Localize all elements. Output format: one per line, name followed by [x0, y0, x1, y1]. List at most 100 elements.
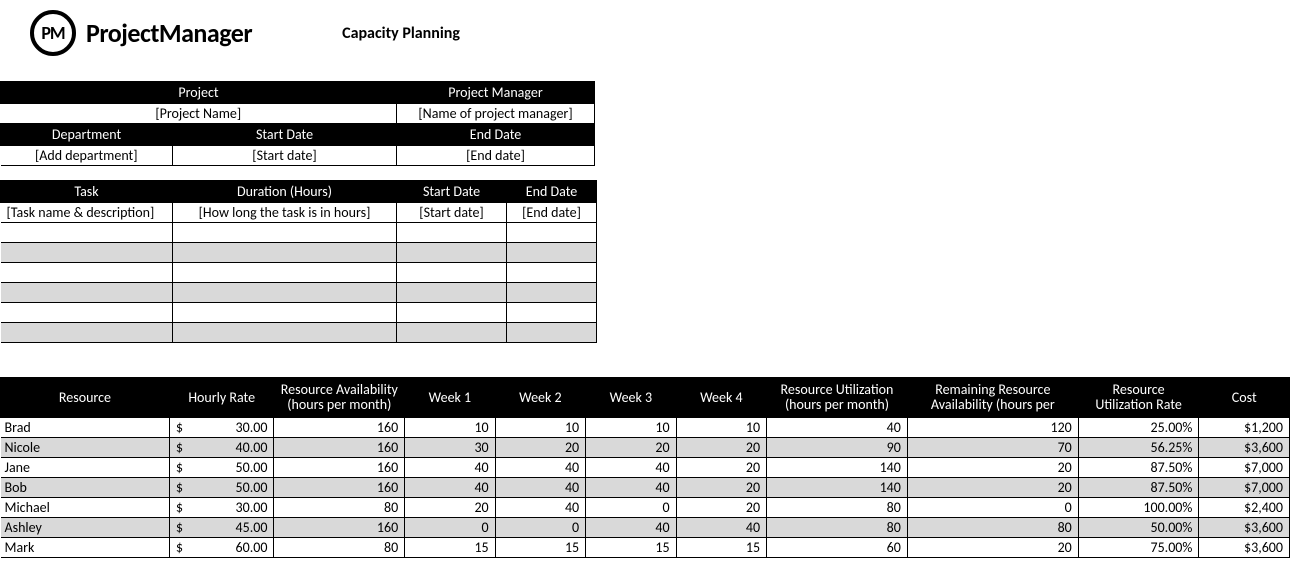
cell-week4[interactable]: 10	[676, 417, 766, 437]
cell-resource-name[interactable]: Jane	[1, 457, 170, 477]
cell-week2[interactable]: 15	[495, 537, 585, 557]
task-cell-duration[interactable]: [How long the task is in hours]	[173, 203, 397, 223]
cell-util[interactable]: 60	[767, 537, 908, 557]
task-cell-name[interactable]	[1, 223, 173, 243]
cell-remain[interactable]: 70	[907, 437, 1078, 457]
cell-util[interactable]: 90	[767, 437, 908, 457]
task-cell-end[interactable]	[507, 303, 597, 323]
cell-week4[interactable]: 40	[676, 517, 766, 537]
cell-week4[interactable]: 20	[676, 477, 766, 497]
task-cell-start[interactable]	[397, 223, 507, 243]
cell-project-name[interactable]: [Project Name]	[1, 104, 397, 124]
cell-avail[interactable]: 160	[274, 457, 405, 477]
task-cell-duration[interactable]	[173, 243, 397, 263]
cell-week1[interactable]: 40	[405, 477, 495, 497]
cell-week1[interactable]: 10	[405, 417, 495, 437]
task-cell-end[interactable]	[507, 283, 597, 303]
cell-week2[interactable]: 0	[495, 517, 585, 537]
cell-urate[interactable]: 75.00%	[1078, 537, 1199, 557]
cell-rate[interactable]: $40.00	[169, 437, 274, 457]
cell-avail[interactable]: 160	[274, 417, 405, 437]
task-cell-end[interactable]: [End date]	[507, 203, 597, 223]
cell-resource-name[interactable]: Mark	[1, 537, 170, 557]
cell-week1[interactable]: 15	[405, 537, 495, 557]
cell-remain[interactable]: 80	[907, 517, 1078, 537]
cell-avail[interactable]: 160	[274, 437, 405, 457]
cell-remain[interactable]: 20	[907, 457, 1078, 477]
task-cell-duration[interactable]	[173, 323, 397, 343]
task-cell-duration[interactable]	[173, 263, 397, 283]
cell-week2[interactable]: 40	[495, 497, 585, 517]
cell-week3[interactable]: 0	[586, 497, 676, 517]
cell-week2[interactable]: 10	[495, 417, 585, 437]
cell-week2[interactable]: 40	[495, 457, 585, 477]
cell-rate[interactable]: $45.00	[169, 517, 274, 537]
task-cell-start[interactable]	[397, 243, 507, 263]
cell-cost[interactable]: $3,600	[1199, 517, 1290, 537]
cell-remain[interactable]: 20	[907, 537, 1078, 557]
task-cell-start[interactable]	[397, 263, 507, 283]
task-cell-name[interactable]	[1, 323, 173, 343]
task-cell-name[interactable]: [Task name & description]	[1, 203, 173, 223]
cell-week3[interactable]: 40	[586, 477, 676, 497]
cell-rate[interactable]: $50.00	[169, 477, 274, 497]
cell-urate[interactable]: 25.00%	[1078, 417, 1199, 437]
cell-resource-name[interactable]: Nicole	[1, 437, 170, 457]
cell-remain[interactable]: 20	[907, 477, 1078, 497]
cell-cost[interactable]: $1,200	[1199, 417, 1290, 437]
cell-remain[interactable]: 120	[907, 417, 1078, 437]
cell-end[interactable]: [End date]	[397, 146, 595, 166]
cell-avail[interactable]: 160	[274, 477, 405, 497]
task-cell-name[interactable]	[1, 263, 173, 283]
cell-week2[interactable]: 40	[495, 477, 585, 497]
cell-util[interactable]: 40	[767, 417, 908, 437]
cell-urate[interactable]: 87.50%	[1078, 477, 1199, 497]
task-cell-start[interactable]	[397, 283, 507, 303]
cell-start[interactable]: [Start date]	[173, 146, 397, 166]
cell-week3[interactable]: 40	[586, 517, 676, 537]
cell-util[interactable]: 140	[767, 477, 908, 497]
cell-cost[interactable]: $7,000	[1199, 457, 1290, 477]
cell-week3[interactable]: 20	[586, 437, 676, 457]
cell-week3[interactable]: 15	[586, 537, 676, 557]
cell-week1[interactable]: 30	[405, 437, 495, 457]
task-cell-end[interactable]	[507, 223, 597, 243]
cell-urate[interactable]: 87.50%	[1078, 457, 1199, 477]
cell-rate[interactable]: $30.00	[169, 417, 274, 437]
task-cell-name[interactable]	[1, 283, 173, 303]
cell-week4[interactable]: 15	[676, 537, 766, 557]
cell-avail[interactable]: 80	[274, 497, 405, 517]
cell-rate[interactable]: $50.00	[169, 457, 274, 477]
cell-resource-name[interactable]: Ashley	[1, 517, 170, 537]
cell-resource-name[interactable]: Brad	[1, 417, 170, 437]
cell-week1[interactable]: 0	[405, 517, 495, 537]
cell-urate[interactable]: 56.25%	[1078, 437, 1199, 457]
cell-urate[interactable]: 50.00%	[1078, 517, 1199, 537]
cell-util[interactable]: 80	[767, 517, 908, 537]
cell-cost[interactable]: $2,400	[1199, 497, 1290, 517]
cell-rate[interactable]: $30.00	[169, 497, 274, 517]
cell-week4[interactable]: 20	[676, 497, 766, 517]
cell-resource-name[interactable]: Bob	[1, 477, 170, 497]
cell-week3[interactable]: 10	[586, 417, 676, 437]
task-cell-start[interactable]	[397, 323, 507, 343]
cell-week1[interactable]: 20	[405, 497, 495, 517]
cell-util[interactable]: 80	[767, 497, 908, 517]
cell-avail[interactable]: 160	[274, 517, 405, 537]
task-cell-end[interactable]	[507, 323, 597, 343]
cell-week1[interactable]: 40	[405, 457, 495, 477]
task-cell-name[interactable]	[1, 303, 173, 323]
task-cell-duration[interactable]	[173, 223, 397, 243]
task-cell-duration[interactable]	[173, 283, 397, 303]
cell-cost[interactable]: $3,600	[1199, 537, 1290, 557]
task-cell-name[interactable]	[1, 243, 173, 263]
cell-week4[interactable]: 20	[676, 437, 766, 457]
cell-remain[interactable]: 0	[907, 497, 1078, 517]
cell-cost[interactable]: $3,600	[1199, 437, 1290, 457]
task-cell-start[interactable]: [Start date]	[397, 203, 507, 223]
task-cell-start[interactable]	[397, 303, 507, 323]
cell-util[interactable]: 140	[767, 457, 908, 477]
task-cell-end[interactable]	[507, 243, 597, 263]
cell-resource-name[interactable]: Michael	[1, 497, 170, 517]
task-cell-duration[interactable]	[173, 303, 397, 323]
